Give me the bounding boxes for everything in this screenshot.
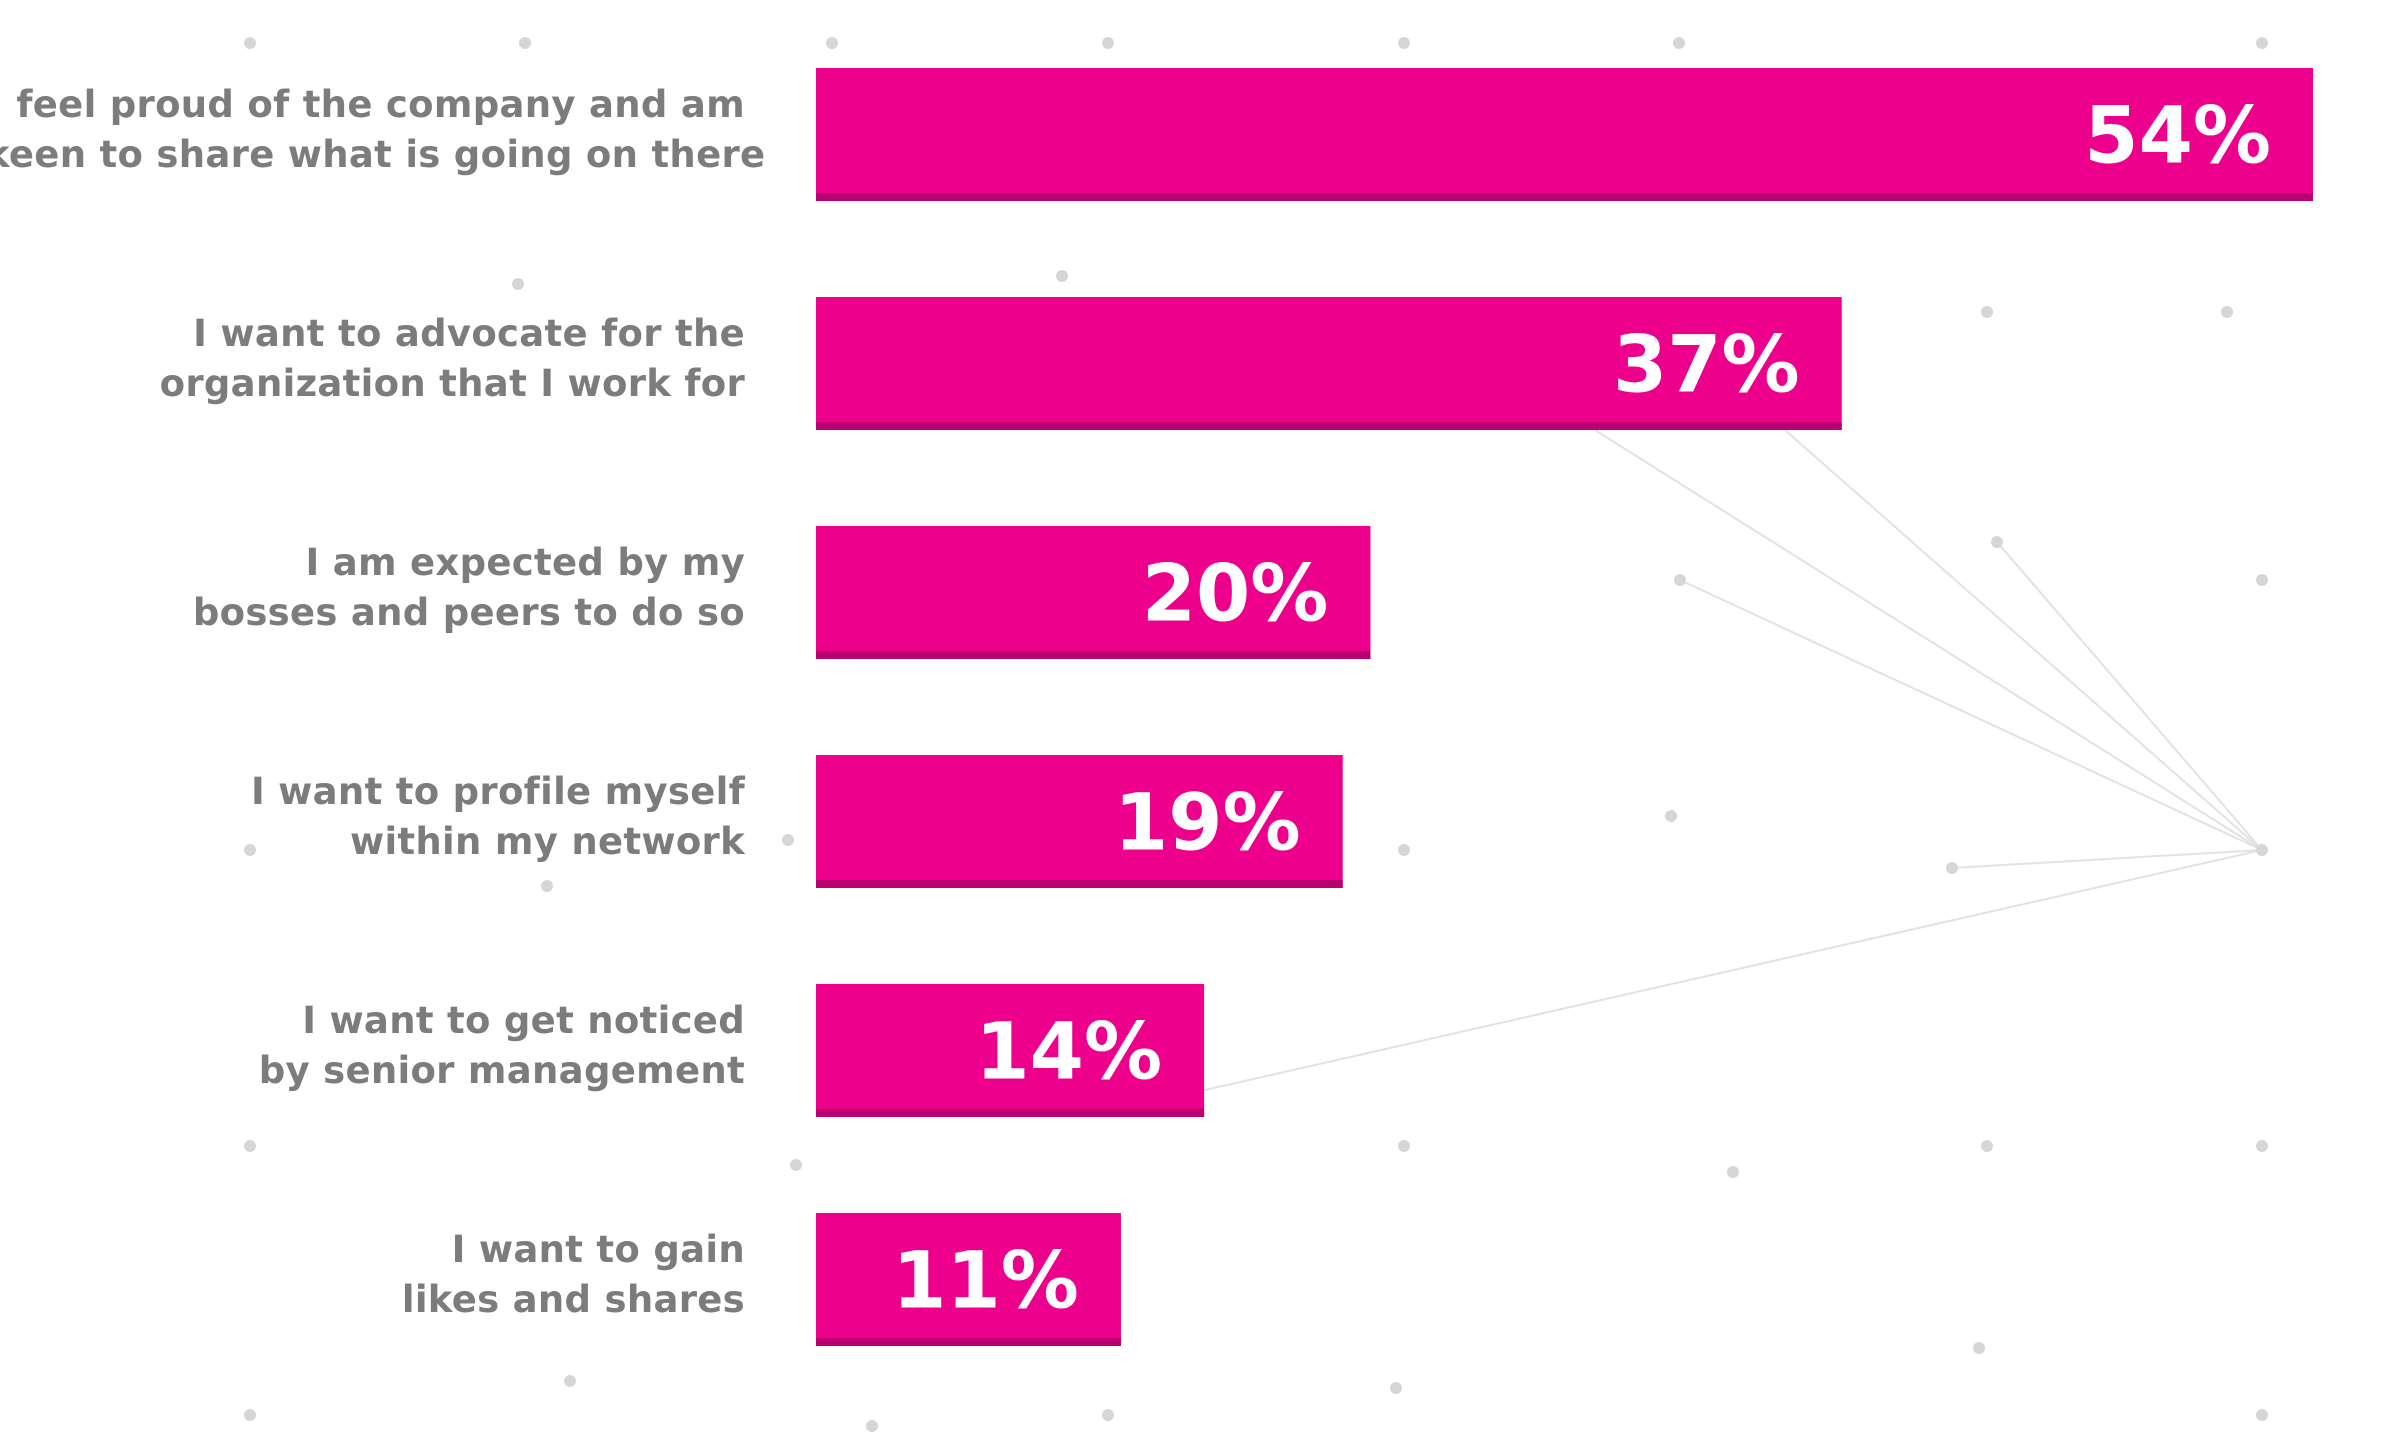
decorative-dot bbox=[1946, 862, 1958, 874]
bar-shadow bbox=[816, 651, 1371, 659]
bar bbox=[816, 984, 1205, 1117]
bar bbox=[816, 68, 2313, 201]
category-label: I want to get noticed by senior managemen… bbox=[0, 996, 745, 1096]
decorative-dot bbox=[782, 834, 794, 846]
bar-shadow bbox=[816, 1109, 1205, 1117]
category-label-line: I am expected by my bbox=[305, 540, 745, 584]
decorative-dot bbox=[1973, 1342, 1985, 1354]
bar-value-label: 14% bbox=[975, 1008, 1162, 1098]
category-label: I am expected by my bosses and peers to d… bbox=[0, 538, 745, 638]
decorative-dot bbox=[1102, 1409, 1114, 1421]
category-label-line: by senior management bbox=[258, 1048, 745, 1092]
decorative-dot bbox=[1674, 574, 1686, 586]
decorative-line bbox=[1951, 849, 2263, 869]
decorative-dot bbox=[866, 1420, 878, 1432]
decorative-dot bbox=[2256, 844, 2268, 856]
decorative-dot bbox=[519, 37, 531, 49]
decorative-dot bbox=[244, 37, 256, 49]
category-label-line: keen to share what is going on there bbox=[0, 132, 766, 176]
decorative-dot bbox=[1056, 270, 1068, 282]
bar-value-label: 11% bbox=[892, 1237, 1079, 1327]
bar-group: 19% bbox=[816, 755, 1343, 888]
category-label-line: I want to get noticed bbox=[302, 998, 745, 1042]
bar-group: 37% bbox=[816, 297, 1842, 430]
bar-value-label: 20% bbox=[1142, 550, 1329, 640]
decorative-dot bbox=[790, 1159, 802, 1171]
bar-value-label: 19% bbox=[1114, 779, 1301, 869]
decorative-dot bbox=[244, 1409, 256, 1421]
bar-shadow bbox=[816, 193, 2313, 201]
decorative-line bbox=[1784, 429, 2263, 851]
decorative-dot bbox=[1981, 1140, 1993, 1152]
decorative-line bbox=[1204, 849, 2263, 1091]
bar-group: 54% bbox=[816, 68, 2313, 201]
bar bbox=[816, 755, 1343, 888]
bar bbox=[816, 526, 1371, 659]
category-label-line: within my network bbox=[349, 819, 745, 863]
bar-shadow bbox=[816, 422, 1842, 430]
bar bbox=[816, 1213, 1121, 1346]
bar-value-label: 54% bbox=[2084, 92, 2271, 182]
category-label-line: bosses and peers to do so bbox=[192, 590, 745, 634]
decorative-dot bbox=[826, 37, 838, 49]
decorative-dot bbox=[2221, 306, 2233, 318]
decorative-dot bbox=[1991, 536, 2003, 548]
bar-group: 11% bbox=[816, 1213, 1121, 1346]
decorative-dot bbox=[1981, 306, 1993, 318]
bar-shadow bbox=[816, 1338, 1121, 1346]
decorative-dot bbox=[244, 844, 256, 856]
category-label: I want to gain likes and shares bbox=[0, 1225, 745, 1325]
decorative-dot bbox=[2256, 1140, 2268, 1152]
decorative-line bbox=[1594, 429, 2263, 851]
decorative-dot bbox=[2256, 574, 2268, 586]
decorative-line bbox=[1996, 541, 2263, 851]
decorative-dot bbox=[1398, 37, 1410, 49]
decorative-dot bbox=[1390, 1382, 1402, 1394]
decorative-dot bbox=[1727, 1166, 1739, 1178]
category-label: I want to advocate for the organization t… bbox=[0, 309, 745, 409]
bar-shadow bbox=[816, 880, 1343, 888]
decorative-dot bbox=[1665, 810, 1677, 822]
category-label-line: organization that I work for bbox=[159, 361, 745, 405]
decorative-dot bbox=[1673, 37, 1685, 49]
decorative-dot bbox=[541, 880, 553, 892]
category-label: I feel proud of the company and am keen t… bbox=[0, 80, 766, 180]
bar-group: 14% bbox=[816, 984, 1205, 1117]
category-label-line: I want to advocate for the bbox=[193, 311, 745, 355]
decorative-dot bbox=[1398, 1140, 1410, 1152]
category-label: I want to profile myself within my networ… bbox=[0, 767, 745, 867]
decorative-dot bbox=[244, 1140, 256, 1152]
decorative-dot bbox=[564, 1375, 576, 1387]
bar-value-label: 37% bbox=[1613, 321, 1800, 411]
decorative-dot bbox=[512, 278, 524, 290]
category-label-line: I feel proud of the company and am bbox=[0, 82, 745, 126]
decorative-dot bbox=[1102, 37, 1114, 49]
decorative-dot bbox=[1398, 844, 1410, 856]
decorative-line bbox=[1679, 579, 2263, 851]
category-label-line: I want to profile myself bbox=[250, 769, 745, 813]
decorative-dot bbox=[2256, 37, 2268, 49]
category-label-line: I want to gain bbox=[451, 1227, 745, 1271]
decorative-dot bbox=[2256, 1409, 2268, 1421]
bar bbox=[816, 297, 1842, 430]
bar-group: 20% bbox=[816, 526, 1371, 659]
category-label-line: likes and shares bbox=[401, 1277, 745, 1321]
